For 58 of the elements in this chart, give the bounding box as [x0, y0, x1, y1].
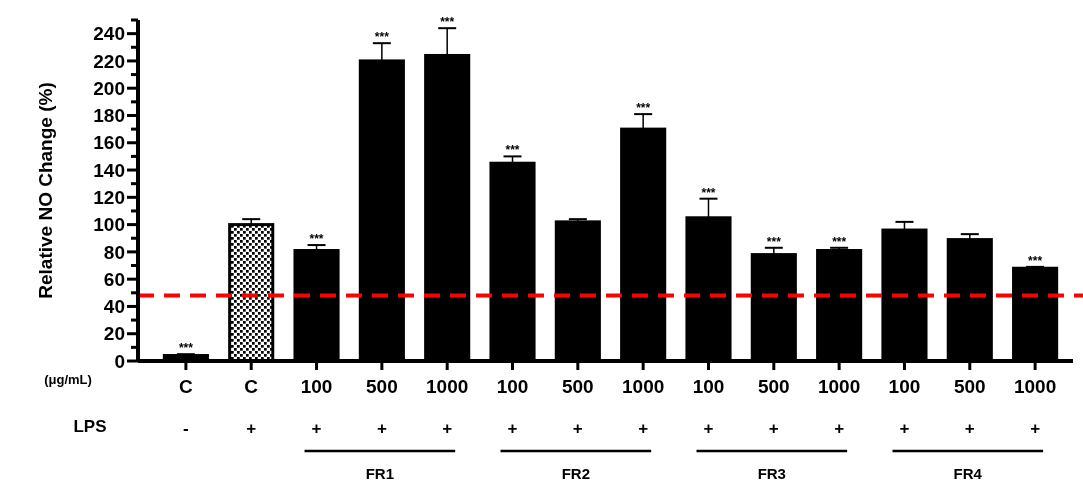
text: LPS [73, 417, 107, 436]
data-label: *** [309, 232, 324, 247]
x-tick-label: C [244, 376, 259, 397]
x-tick-label: 500 [757, 376, 790, 397]
y-tick-label: 20 [103, 323, 125, 345]
data-label: *** [766, 234, 782, 249]
x-tick-label: 1000 [426, 376, 469, 397]
data-label: *** [505, 143, 520, 158]
data-label: *** [178, 341, 194, 356]
text: FR1 [365, 465, 395, 482]
x-tick-label: 100 [692, 376, 725, 397]
text: + [246, 419, 257, 438]
y-tick-label: 220 [93, 50, 125, 72]
y-tick-label: 40 [103, 296, 125, 318]
text: + [507, 419, 518, 438]
y-axis-title: Relative NO Change (%) [35, 82, 56, 299]
data-label: *** [832, 234, 847, 249]
data-label: *** [701, 185, 716, 200]
y-tick-label: 240 [93, 23, 125, 45]
y-tick-label: 180 [93, 105, 125, 127]
text: FR3 [757, 465, 786, 482]
x-tick-label: 500 [366, 376, 398, 397]
text: + [1030, 419, 1041, 438]
text: FR4 [953, 465, 983, 482]
x-tick-label: 100 [888, 376, 921, 397]
data-label: *** [1028, 253, 1043, 268]
y-tick-label: 100 [93, 214, 125, 236]
x-tick-label: 1000 [818, 376, 861, 397]
text: - [183, 419, 189, 438]
data-label: *** [636, 101, 651, 116]
x-tick-label: 100 [300, 376, 333, 397]
y-tick-label: 80 [103, 241, 125, 263]
text: + [376, 419, 387, 438]
data-label: *** [374, 30, 390, 45]
text: + [964, 419, 975, 438]
y-tick-label: 140 [93, 159, 125, 181]
y-tick-label: 120 [93, 186, 125, 208]
text: + [899, 419, 910, 438]
text: (μg/mL) [44, 372, 92, 387]
data-label: *** [440, 15, 455, 30]
y-tick-label: 60 [103, 268, 125, 290]
y-tick-label: 0 [114, 350, 125, 372]
text: FR2 [561, 465, 591, 482]
text: + [834, 419, 845, 438]
x-tick-label: 500 [561, 376, 594, 397]
x-tick-label: 100 [496, 376, 529, 397]
y-tick-label: 200 [93, 77, 125, 99]
text: + [442, 419, 453, 438]
x-tick-label: 500 [953, 376, 986, 397]
text: + [572, 419, 583, 438]
text: + [638, 419, 649, 438]
text: + [768, 419, 779, 438]
x-tick-label: 1000 [622, 376, 665, 397]
x-tick-label: C [179, 376, 194, 397]
text: + [703, 419, 714, 438]
x-tick-label: 1000 [1013, 376, 1057, 397]
text: + [311, 419, 322, 438]
y-tick-label: 160 [93, 132, 125, 154]
